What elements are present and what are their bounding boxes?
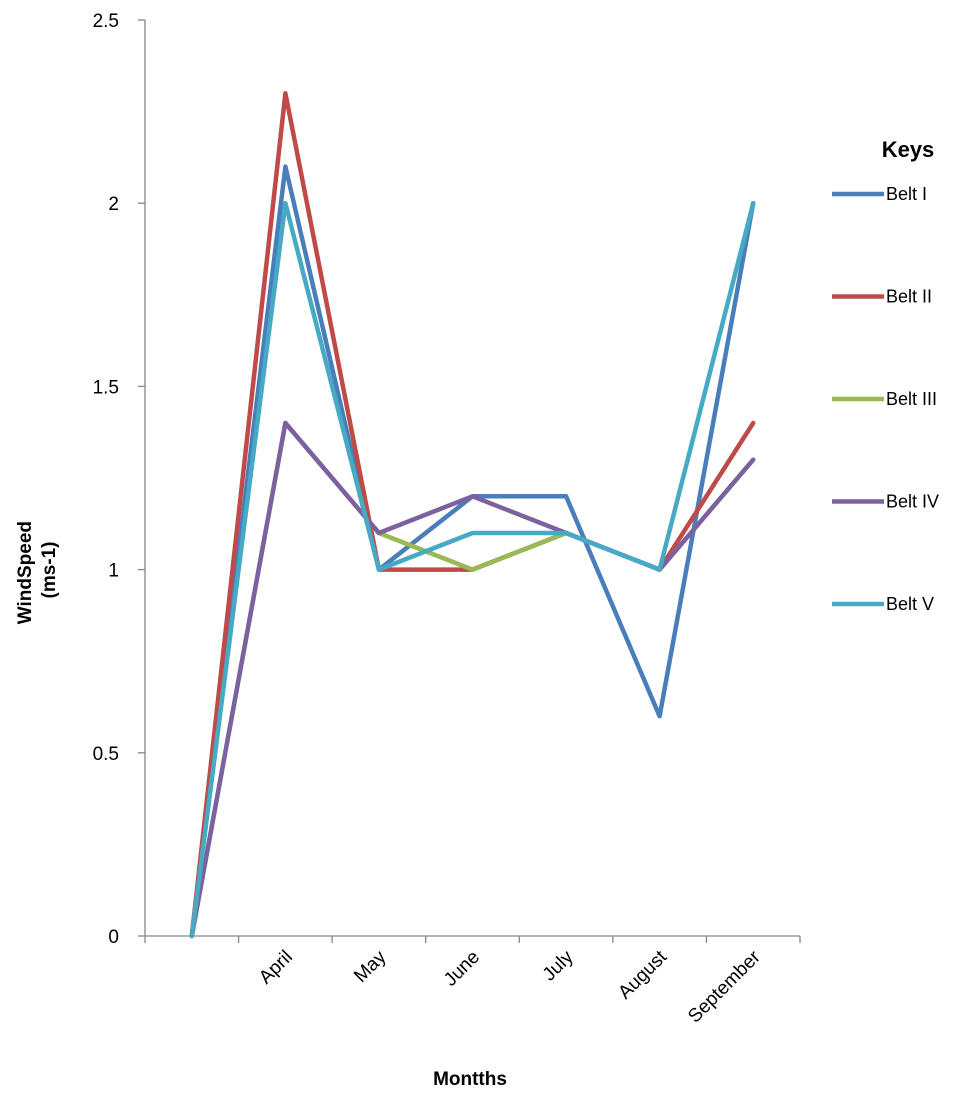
x-axis-ticks: April May June July August September [144, 936, 801, 1027]
legend: Keys Belt I Belt II Belt III Belt IV Belt V [832, 137, 939, 614]
legend-entry-label: Belt II [886, 287, 932, 307]
x-tick-label: August [614, 946, 671, 1003]
x-axis-title: Montths [433, 1069, 507, 1090]
legend-entry-label: Belt V [886, 594, 934, 614]
y-tick-label: 2.5 [93, 11, 119, 32]
x-tick-label: May [350, 946, 391, 987]
y-axis-title-line-2: (ms-1) [39, 541, 60, 598]
series-line-3 [189, 420, 756, 939]
y-axis-ticks: 0 0.5 1 1.5 2 2.5 [93, 11, 145, 948]
legend-entry-label: Belt I [886, 184, 927, 204]
legend-entry-label: Belt III [886, 389, 937, 409]
x-tick-label: April [255, 947, 297, 989]
y-axis-title: WindSpeed (ms-1) [15, 516, 60, 625]
y-tick-label: 2 [108, 194, 119, 215]
series-lines [189, 91, 756, 939]
legend-title: Keys [882, 137, 935, 162]
y-tick-label: 0 [108, 927, 119, 948]
y-tick-label: 0.5 [93, 744, 119, 765]
series-line-2 [189, 91, 756, 939]
y-axis-title-line-1: WindSpeed [15, 521, 36, 624]
legend-entry-label: Belt IV [886, 492, 939, 512]
x-tick-label: July [539, 946, 578, 985]
x-tick-label: September [684, 946, 765, 1027]
y-tick-label: 1 [108, 561, 119, 582]
chart-axes [144, 20, 800, 937]
series-line-4 [189, 420, 756, 939]
x-tick-label: June [440, 947, 484, 991]
series-line-5 [189, 200, 756, 939]
y-tick-label: 1.5 [93, 377, 119, 398]
